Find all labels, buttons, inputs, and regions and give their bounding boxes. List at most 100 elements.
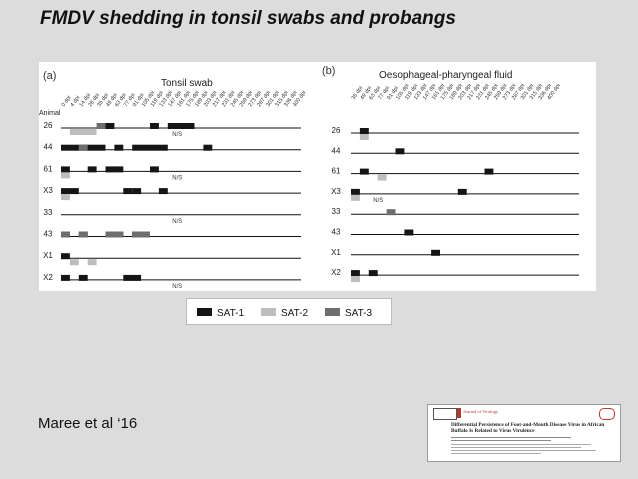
panel-a-ns-note: N/S — [172, 175, 182, 181]
panel-a-shedding-bar — [78, 274, 88, 281]
panel-a-shedding-bar — [150, 166, 159, 173]
legend-label: SAT-3 — [345, 308, 372, 319]
affiliation-line — [451, 447, 581, 448]
panel-b-shedding-bar — [404, 229, 414, 236]
panel-a-shedding-bar — [87, 166, 97, 173]
panel-b-shedding-bar — [359, 128, 369, 134]
panel-a-ns-note: N/S — [172, 284, 182, 290]
slide-title: FMDV shedding in tonsil swabs and proban… — [40, 8, 456, 29]
journal-logo-mark — [457, 408, 461, 418]
panel-a-animal-label: 61 — [44, 164, 53, 173]
panel-a-animal-label: 33 — [44, 208, 53, 217]
panel-a-shedding-bar — [167, 123, 195, 129]
paper-title: Differential Persistence of Foot-and-Mou… — [451, 422, 604, 434]
panel-a-label: (a) — [43, 70, 56, 82]
legend-swatch — [325, 308, 340, 316]
affiliation-line — [451, 450, 596, 451]
panel-b-label: (b) — [322, 65, 335, 77]
panel-a-animal-label: 43 — [44, 230, 53, 239]
panel-a-shedding-bar — [105, 166, 124, 173]
panel-b-animal-label: X2 — [331, 268, 341, 277]
panel-a-shedding-bar — [123, 274, 142, 281]
panel-a-shedding-bar — [114, 144, 124, 151]
panel-b-shedding-bar — [359, 168, 369, 175]
affiliation-line — [451, 444, 591, 445]
panel-a-shedding-bar — [61, 166, 70, 173]
panel-a-shedding-bar — [61, 172, 70, 179]
author-line — [451, 437, 571, 438]
panel-b-animal-label: 33 — [332, 207, 341, 216]
journal-name: Journal of Virology — [463, 409, 499, 414]
legend-svg: SAT-1 SAT-2 SAT-3 — [197, 308, 372, 319]
panel-a-shedding-bar — [105, 123, 115, 129]
panel-b-animal-label: 43 — [332, 228, 341, 237]
panel-a-shedding-bar — [69, 259, 79, 266]
panel-a-dpi-label: 4 dpi — [70, 95, 82, 108]
panel-a-shedding-bar — [158, 188, 168, 195]
panel-b-ns-note: N/S — [373, 198, 383, 204]
panel-a-shedding-bar — [203, 144, 213, 151]
legend-label: SAT-1 — [217, 308, 244, 319]
panel-a-shedding-bar — [61, 194, 70, 201]
panel-b-animal-label: X3 — [331, 187, 341, 196]
panel-a-shedding-bar — [105, 231, 124, 238]
panel-a-title: Tonsil swab — [161, 78, 213, 89]
panel-a-shedding-bar — [87, 259, 97, 266]
paper-title-line-1: Differential Persistence of Foot-and-Mou… — [451, 422, 605, 428]
panel-b-shedding-bar — [351, 194, 360, 201]
panel-b-shedding-bar — [368, 270, 378, 277]
panel-a-animal-label: X3 — [43, 186, 53, 195]
panel-a-shedding-bar — [132, 144, 168, 151]
panel-a-ns-note: N/S — [172, 219, 182, 225]
panel-a-ns-note: N/S — [172, 132, 182, 138]
panel-a-animal-label: X2 — [43, 273, 53, 282]
panel-a-shedding-bar — [61, 231, 70, 238]
panel-b-shedding-bar — [484, 168, 494, 175]
publisher-logo — [433, 408, 457, 420]
panel-a-shedding-bar — [132, 231, 150, 238]
animal-header: Animal — [39, 110, 61, 117]
panel-b-shedding-bar — [377, 174, 387, 181]
legend-label: SAT-2 — [281, 308, 308, 319]
panel-a-shedding-bar — [61, 188, 79, 195]
panel-b-animal-label: 26 — [332, 126, 341, 135]
legend: SAT-1 SAT-2 SAT-3 — [186, 298, 392, 325]
legend-swatch — [261, 308, 276, 316]
panel-a-dpi-label: 0 dpi — [61, 95, 73, 108]
panel-a-shedding-bar — [78, 231, 88, 238]
legend-swatch — [197, 308, 212, 316]
panel-b-animal-label: 44 — [332, 146, 341, 155]
panel-b-shedding-bar — [457, 188, 467, 195]
panel-b-shedding-bar — [359, 134, 369, 140]
crossmark-icon — [599, 408, 615, 420]
shedding-figure-svg: (a) Tonsil swab Animal (b) Oesophageal-p… — [39, 65, 579, 290]
panel-b-shedding-bar — [351, 188, 360, 195]
panel-b-shedding-bar — [386, 209, 396, 216]
panel-b-shedding-bar — [395, 148, 405, 155]
panel-b-animal-label: X1 — [331, 248, 341, 257]
panel-a-shedding-bar — [132, 188, 142, 195]
affiliation-line — [451, 453, 541, 454]
panel-b-title: Oesophageal-pharyngeal fluid — [379, 70, 512, 81]
author-line — [451, 440, 551, 441]
panel-a-animal-label: 26 — [44, 121, 53, 130]
shedding-figure: (a) Tonsil swab Animal (b) Oesophageal-p… — [39, 62, 596, 291]
paper-title-line-2: Buffalo Is Related to Virus Virulence — [451, 428, 535, 434]
panel-b-shedding-bar — [351, 270, 360, 277]
paper-thumbnail: Journal of Virology Differential Persist… — [427, 404, 621, 462]
panel-a-animal-label: 44 — [44, 143, 53, 152]
panel-b-shedding-bar — [351, 276, 360, 283]
panel-a-animal-label: X1 — [43, 251, 53, 260]
panel-a-shedding-bar — [61, 253, 70, 260]
panel-a-shedding-bar — [61, 274, 70, 281]
panel-b-shedding-bar — [431, 249, 440, 256]
panel-a-shedding-bar — [123, 188, 133, 195]
panel-b-animal-label: 61 — [332, 167, 341, 176]
panel-a-shedding-bar — [69, 129, 97, 135]
citation: Maree et al ‘16 — [38, 415, 138, 432]
panel-a-shedding-bar — [150, 123, 159, 129]
panel-a-shedding-bar — [78, 144, 88, 151]
panel-a-shedding-bar — [96, 123, 106, 129]
